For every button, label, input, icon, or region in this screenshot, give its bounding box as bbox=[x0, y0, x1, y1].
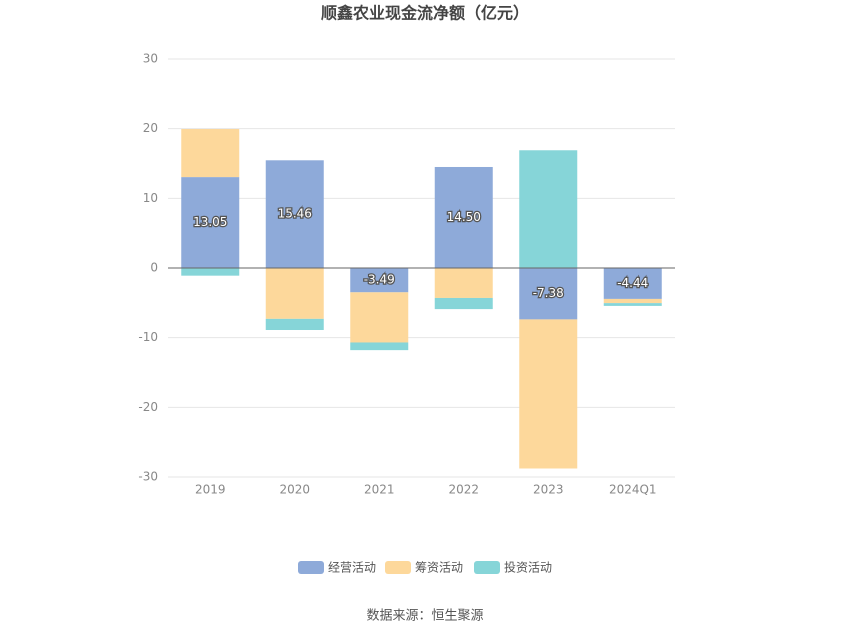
x-tick-label: 2022 bbox=[448, 483, 479, 497]
data-label: 15.46 bbox=[278, 207, 312, 221]
bar bbox=[519, 319, 578, 469]
bar bbox=[350, 342, 409, 351]
data-label: 13.05 bbox=[193, 215, 227, 229]
y-tick-label: 10 bbox=[143, 191, 158, 205]
y-tick-label: -10 bbox=[138, 330, 158, 344]
x-tick-label: 2019 bbox=[195, 483, 226, 497]
bar bbox=[181, 177, 240, 268]
y-tick-label: 0 bbox=[150, 261, 158, 275]
bar bbox=[181, 268, 240, 276]
y-tick-label: -30 bbox=[138, 470, 158, 484]
bar bbox=[519, 150, 578, 268]
data-label: -4.44 bbox=[617, 276, 648, 290]
legend-label: 投资活动 bbox=[504, 560, 552, 575]
y-tick-label: 30 bbox=[143, 52, 158, 66]
bar bbox=[603, 268, 662, 299]
chart-title: 顺鑫农业现金流净额（亿元） bbox=[321, 4, 529, 23]
x-tick-label: 2021 bbox=[364, 483, 395, 497]
legend-label: 经营活动 bbox=[328, 561, 376, 575]
data-label: 14.50 bbox=[447, 210, 481, 224]
y-tick-label: -20 bbox=[138, 400, 158, 414]
x-tick-label: 2023 bbox=[533, 483, 564, 497]
y-tick-label: 20 bbox=[143, 121, 158, 135]
bar bbox=[603, 303, 662, 306]
bar bbox=[265, 160, 324, 268]
bar bbox=[603, 298, 662, 304]
bar bbox=[350, 268, 409, 293]
x-tick-label: 2024Q1 bbox=[609, 483, 657, 497]
bar bbox=[181, 129, 240, 178]
bar bbox=[434, 268, 493, 298]
x-tick-label: 2020 bbox=[279, 483, 310, 497]
source-note: 数据来源：恒生聚源 bbox=[366, 609, 483, 624]
bar bbox=[434, 166, 493, 268]
bar bbox=[265, 318, 324, 331]
data-label: -7.38 bbox=[533, 286, 564, 300]
legend-swatch bbox=[298, 561, 324, 574]
bar bbox=[265, 268, 324, 319]
legend-swatch bbox=[385, 561, 411, 574]
bar bbox=[350, 292, 409, 343]
data-label: -3.49 bbox=[364, 273, 395, 287]
legend-swatch bbox=[474, 561, 500, 574]
bar bbox=[434, 297, 493, 310]
legend-label: 筹资活动 bbox=[415, 561, 463, 575]
bar bbox=[519, 268, 578, 320]
